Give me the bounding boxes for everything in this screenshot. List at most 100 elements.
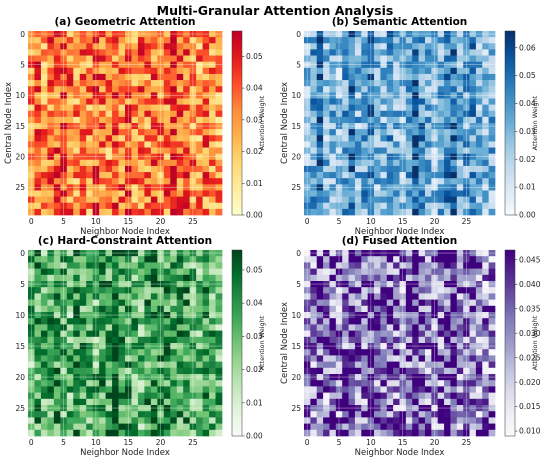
heatmap-cell [73, 208, 81, 216]
heatmap-cell [47, 116, 55, 124]
heatmap-cell [488, 361, 496, 369]
heatmap-cell [475, 380, 483, 387]
heatmap-cell [456, 256, 464, 263]
heatmap-cell [374, 256, 381, 263]
heatmap-cell [209, 299, 216, 307]
heatmap-cell [73, 135, 81, 142]
x-tick-label: 15 [398, 217, 408, 226]
heatmap-cell [405, 49, 413, 56]
heatmap-cell [482, 349, 489, 356]
heatmap-cell [348, 429, 356, 437]
colorbar-tick-label: 0.00 [519, 211, 536, 220]
heatmap-cell [374, 67, 381, 75]
heatmap-cell [329, 305, 337, 313]
heatmap-cell [482, 299, 489, 307]
heatmap-cell [323, 355, 330, 362]
heatmap-cell [73, 190, 81, 197]
heatmap-cell [53, 73, 61, 81]
heatmap-cell [386, 98, 394, 105]
heatmap-cell [144, 268, 152, 276]
heatmap-cell [329, 293, 337, 300]
colorbar-segment [505, 364, 515, 369]
heatmap-cell [47, 355, 55, 362]
heatmap-cell [79, 318, 87, 325]
colorbar-segment [505, 64, 515, 69]
heatmap-cell [329, 274, 337, 282]
colorbar-segment [232, 383, 242, 387]
heatmap-cell [183, 98, 191, 105]
heatmap-cell [482, 86, 489, 93]
heatmap-cell [323, 318, 330, 325]
heatmap-cell [163, 73, 171, 81]
heatmap-cell [393, 208, 400, 216]
heatmap-cell [418, 98, 426, 105]
heatmap-cell [34, 367, 42, 375]
heatmap-cell [354, 98, 362, 105]
heatmap-cell [202, 86, 210, 93]
heatmap-cell [310, 324, 318, 331]
colorbar-segment [505, 370, 515, 375]
heatmap-cell [99, 43, 106, 50]
heatmap-cell [202, 178, 210, 185]
heatmap-cell [348, 268, 356, 276]
heatmap-cell [170, 73, 178, 81]
heatmap-cell [393, 386, 400, 393]
heatmap-cell [418, 208, 426, 216]
heatmap-cell [482, 178, 489, 185]
heatmap-cell [342, 208, 349, 216]
heatmap-cell [456, 147, 464, 155]
heatmap-cell [47, 110, 55, 118]
heatmap-cell [73, 411, 81, 418]
heatmap-cell [47, 268, 55, 276]
heatmap-cell [40, 172, 48, 179]
heatmap-cell [323, 293, 330, 300]
heatmap-cell [131, 386, 139, 393]
heatmap-cell [34, 256, 42, 263]
heatmap-cell [40, 287, 48, 294]
heatmap-cell [79, 141, 87, 148]
heatmap-cell [450, 165, 458, 173]
heatmap-cell [342, 43, 349, 50]
heatmap-cell [163, 417, 171, 424]
heatmap-cell [183, 256, 191, 263]
heatmap-cell [53, 80, 61, 87]
heatmap-cell [374, 349, 381, 356]
heatmap-cell [437, 165, 445, 173]
heatmap-cell [329, 380, 337, 387]
heatmap-cell [112, 135, 119, 142]
heatmap-cell [329, 190, 337, 197]
heatmap-cell [310, 104, 318, 112]
heatmap-cell [323, 141, 330, 148]
colorbar-segment [505, 73, 515, 78]
colorbar-tick-label: 0.025 [519, 353, 541, 362]
colorbar-segment [505, 150, 515, 155]
heatmap-cell [374, 429, 381, 437]
heatmap-cell [374, 392, 381, 400]
heatmap-cell [488, 73, 496, 81]
heatmap-cell [112, 367, 119, 375]
heatmap-cell [79, 196, 87, 204]
heatmap-cell [144, 330, 152, 338]
heatmap-cell [424, 287, 432, 294]
heatmap-cell [105, 104, 113, 112]
heatmap-cell [183, 104, 191, 112]
heatmap-cell [316, 49, 324, 56]
heatmap-cell [488, 318, 496, 325]
heatmap-cell [163, 67, 171, 75]
heatmap-cell [437, 411, 445, 418]
heatmap-cell [380, 367, 388, 375]
heatmap-cell [488, 256, 496, 263]
heatmap-cell [405, 159, 413, 167]
colorbar-tick-label: 0.040 [519, 280, 541, 289]
heatmap-cell [34, 398, 42, 406]
heatmap-cell [170, 299, 178, 307]
heatmap-cell [176, 256, 184, 263]
heatmap-cell [150, 380, 158, 387]
heatmap-cell [482, 190, 489, 197]
heatmap-cell [310, 165, 318, 173]
colorbar-segment [505, 172, 515, 176]
heatmap-cell [323, 423, 330, 431]
colorbar-segment [232, 205, 242, 210]
heatmap-cell [112, 104, 119, 112]
heatmap-cell [79, 293, 87, 300]
